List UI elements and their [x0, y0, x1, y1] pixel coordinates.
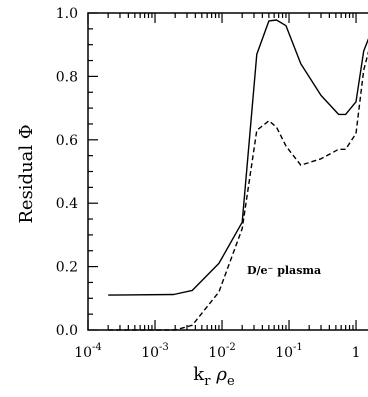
x-tick-labels: 10-4 10-3 10-2 10-1 1 — [74, 342, 360, 361]
y-tick-label: 0.4 — [56, 196, 78, 212]
x-tick-label-exponent: -4 — [92, 342, 102, 353]
x-tick-label-exponent: -3 — [159, 342, 169, 353]
x-tick-label-exponent: -2 — [226, 342, 236, 353]
x-tick-label-base: 1 — [352, 345, 361, 361]
y-tick-label: 0.8 — [56, 69, 78, 85]
y-tick-label: 0.6 — [56, 133, 78, 149]
x-axis-title-sub-r: r — [204, 374, 211, 389]
x-tick-label: 10-3 — [141, 342, 169, 361]
x-axis-title-sub-e: e — [227, 374, 235, 389]
lines-layer — [108, 19, 368, 331]
x-tick-label: 10-1 — [275, 342, 303, 361]
y-tick-labels: 0.0 0.2 0.4 0.6 0.8 1.0 — [56, 6, 78, 339]
x-axis-title: kr ρe — [193, 364, 235, 389]
y-tick-label: 0.2 — [56, 260, 78, 276]
x-tick-label: 10-4 — [74, 342, 102, 361]
y-axis-title: Residual Φ — [16, 124, 37, 223]
x-axis-title-k: k — [193, 364, 205, 385]
plot-frame — [87, 12, 368, 331]
ticks-layer — [87, 12, 357, 331]
x-tick-label: 1 — [352, 345, 361, 361]
solid-curve — [108, 19, 368, 296]
y-tick-label: 0.0 — [56, 323, 78, 339]
x-tick-label: 10-2 — [208, 342, 236, 361]
plasma-annotation: D/e⁻ plasma — [247, 264, 321, 277]
x-tick-label-base: 10 — [275, 345, 293, 361]
x-tick-label-exponent: -1 — [293, 342, 303, 353]
x-axis-title-rho: ρ — [215, 364, 227, 385]
dashed-curve — [108, 50, 368, 331]
y-tick-label: 1.0 — [56, 6, 78, 22]
x-tick-label-base: 10 — [74, 345, 92, 361]
x-tick-label-base: 10 — [208, 345, 226, 361]
x-tick-label-base: 10 — [141, 345, 159, 361]
